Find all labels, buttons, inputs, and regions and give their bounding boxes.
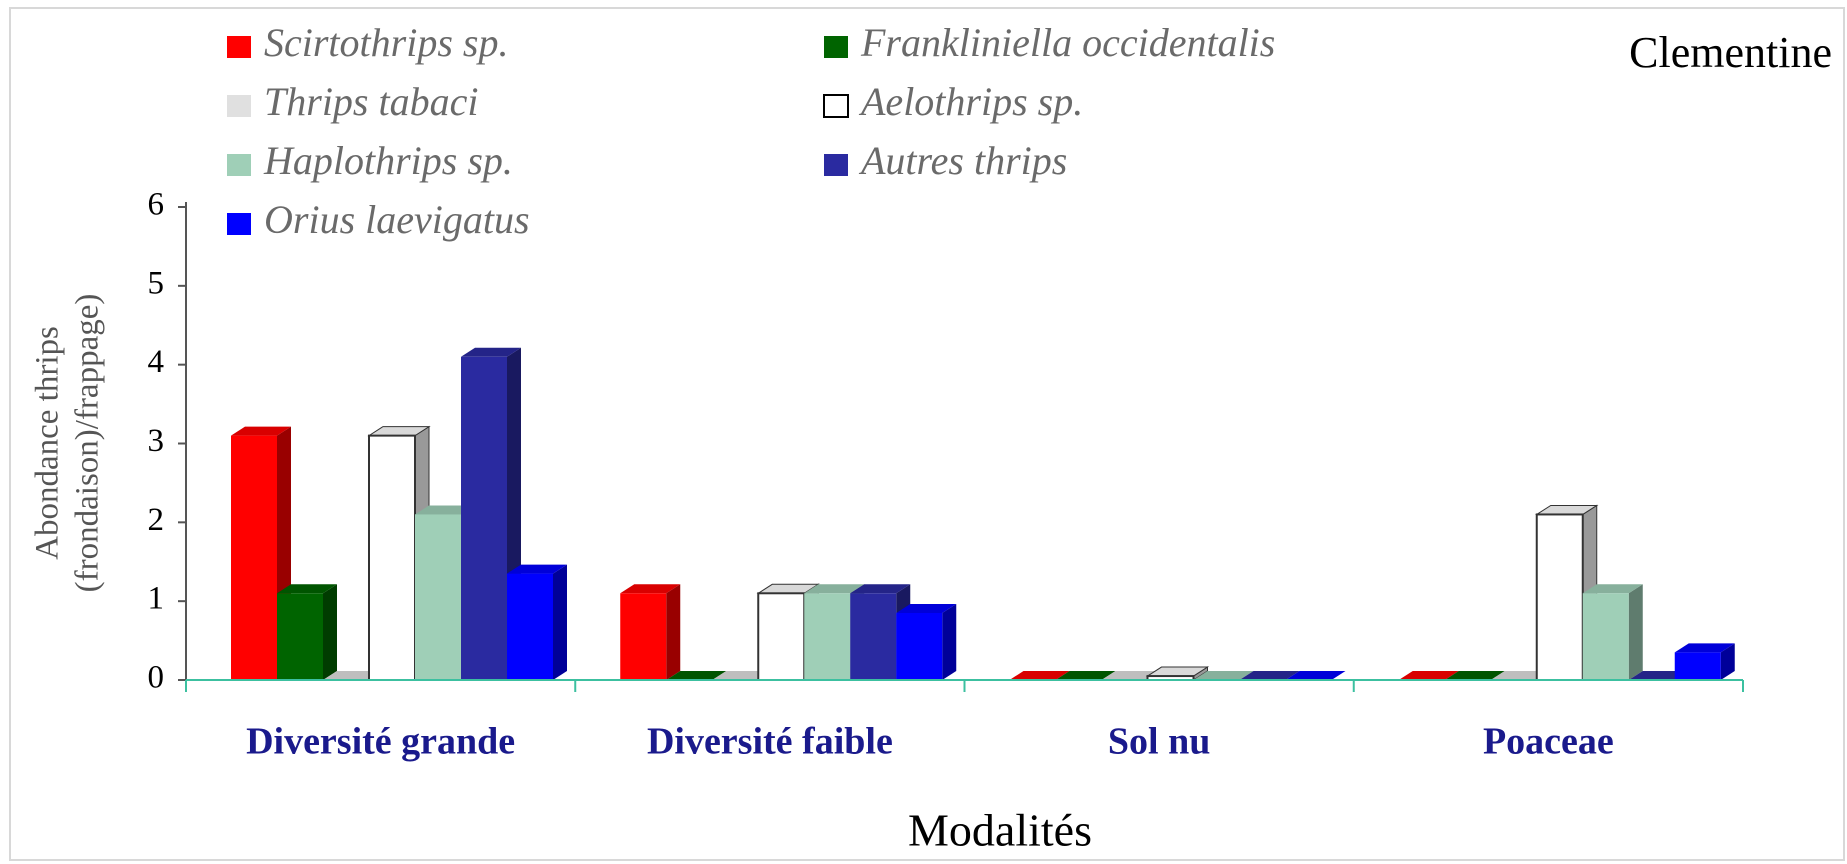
bar-front: [896, 612, 943, 680]
bar-top: [666, 671, 727, 680]
legend-swatch: [824, 36, 848, 58]
bar-top: [1285, 671, 1346, 680]
bar: [1239, 671, 1300, 680]
frame: [9, 7, 1845, 861]
bar-front: [850, 593, 897, 680]
y-tick-label: 6: [148, 187, 165, 223]
bar-top: [415, 505, 475, 515]
legend-swatch: [227, 154, 251, 176]
bar-front: [620, 593, 667, 680]
bar-top: [1582, 584, 1643, 594]
bar-front: [804, 593, 851, 680]
bar-top: [850, 584, 911, 594]
legend-swatch: [227, 213, 251, 235]
y-axis-title: Abondance thrips (frondaison)/frappage): [30, 294, 106, 593]
bar-top: [1628, 671, 1689, 680]
bar-front: [1582, 593, 1629, 680]
bar-top: [1193, 671, 1254, 680]
bar-top: [507, 564, 567, 574]
bar: [1674, 643, 1735, 680]
bar: [1398, 671, 1459, 680]
legend-label: Haplothrips sp.: [263, 138, 513, 183]
bar-front: [415, 514, 461, 680]
bar-top: [896, 603, 957, 613]
legend-label: Orius laevigatus: [264, 197, 530, 242]
bar-front: [368, 434, 416, 681]
bar: [1193, 671, 1254, 680]
bar-front: [1535, 513, 1584, 682]
bar-front: [461, 356, 507, 680]
chart-title: Clementine: [1629, 28, 1832, 77]
legend-label: Autres thrips: [858, 138, 1067, 183]
bar: [896, 603, 957, 680]
bar-top: [461, 347, 521, 357]
bar-front: [277, 593, 323, 680]
bar: [1055, 671, 1116, 680]
legend-label: Scirtothrips sp.: [264, 20, 508, 65]
y-tick-label: 5: [148, 265, 165, 301]
bar-top: [231, 426, 291, 436]
bar: [1628, 671, 1689, 680]
bar: [666, 671, 727, 680]
bar-top: [1674, 643, 1735, 653]
y-tick-label: 2: [148, 502, 165, 538]
bar-side: [553, 564, 567, 680]
legend-swatch: [824, 154, 848, 176]
bar-side: [666, 584, 681, 680]
y-axis-title-line: (frondaison)/frappage): [70, 294, 106, 593]
legend-swatch: [227, 36, 251, 58]
legend-label: Aelothrips sp.: [858, 79, 1083, 124]
bar: [1582, 584, 1643, 680]
legend-swatch: [227, 95, 251, 117]
bar-top: [277, 584, 337, 594]
bar: [1285, 671, 1346, 680]
bar-top: [1398, 671, 1459, 680]
bar-top: [620, 584, 681, 594]
bar: [620, 584, 681, 680]
y-axis-title-line: Abondance thrips: [30, 326, 66, 560]
bar: [1444, 671, 1505, 680]
y-tick-label: 0: [148, 660, 165, 696]
legend-label: Frankliniella occidentalis: [860, 20, 1275, 65]
x-tick-label: Poaceae: [1483, 721, 1614, 763]
bar-front: [1674, 652, 1721, 680]
bar-top: [1055, 671, 1116, 680]
bar-front: [757, 592, 806, 681]
bar-side: [942, 603, 957, 680]
x-tick-label: Diversité faible: [647, 721, 893, 763]
y-tick-label: 4: [148, 344, 165, 380]
legend-label: Thrips tabaci: [264, 79, 478, 124]
bar: [231, 426, 291, 680]
bar-front: [507, 573, 553, 680]
bar-top: [1444, 671, 1505, 680]
bar-side: [323, 584, 337, 680]
bar-top: [804, 584, 865, 594]
bar: [1009, 671, 1070, 680]
bar-top: [1239, 671, 1300, 680]
y-tick-label: 1: [148, 581, 165, 617]
legend-swatch: [823, 94, 849, 118]
x-tick-label: Diversité grande: [246, 721, 515, 763]
bar-top: [1009, 671, 1070, 680]
bar-side: [1628, 584, 1643, 680]
y-tick-label: 3: [148, 423, 165, 459]
bar-front: [231, 435, 277, 680]
bar-side: [1720, 643, 1735, 680]
bar: [507, 564, 567, 680]
x-tick-label: Sol nu: [1108, 721, 1210, 763]
x-axis-title: Modalités: [908, 805, 1092, 856]
bar: [277, 584, 337, 680]
